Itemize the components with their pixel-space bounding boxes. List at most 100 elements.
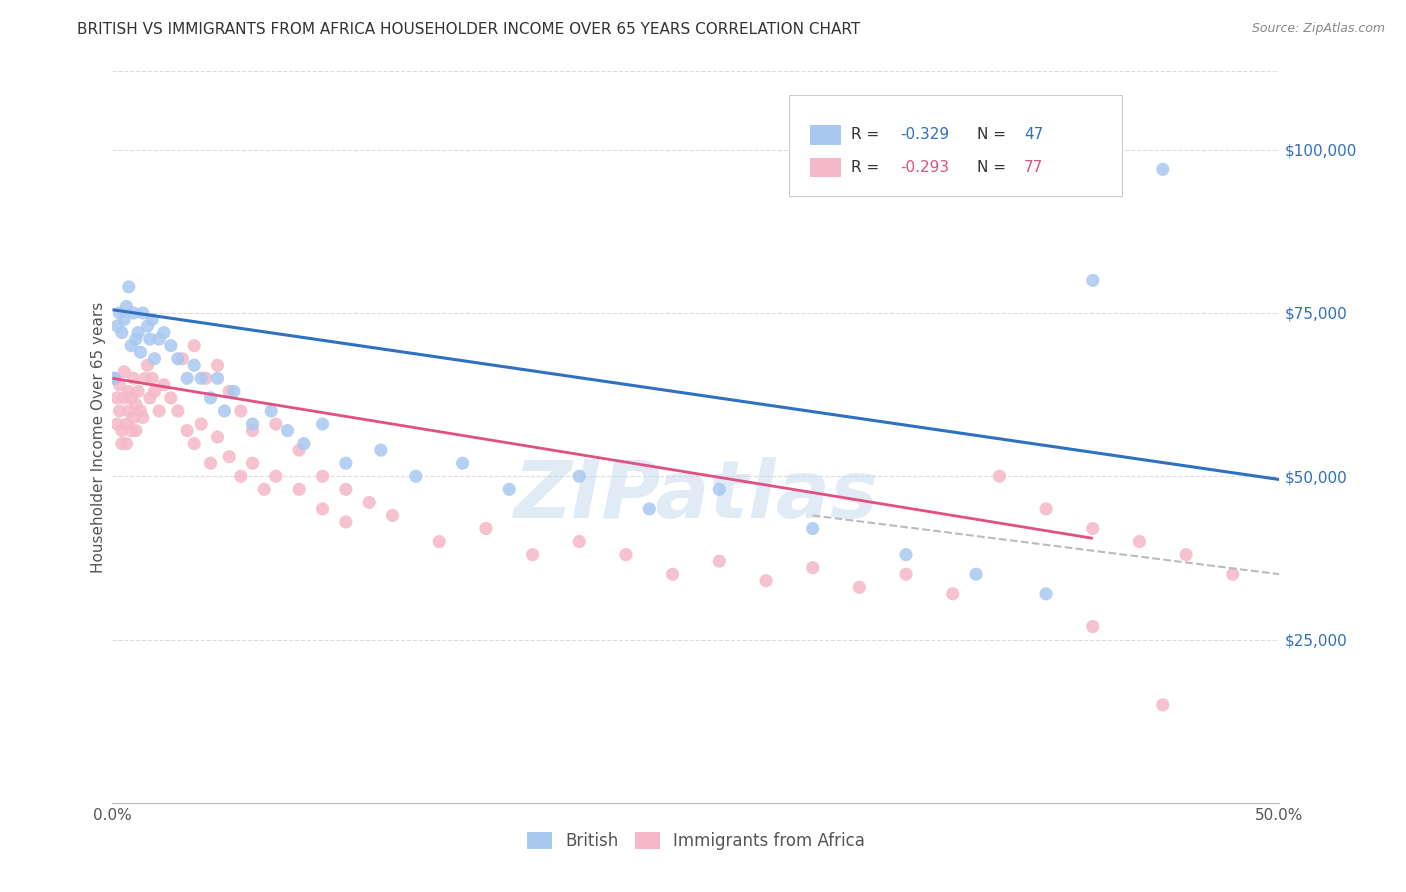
Point (1222, 567, 1244, 582)
Point (141, 371, 163, 385)
Text: N =: N = (977, 161, 1011, 176)
Point (894, 548, 917, 562)
Point (755, 574, 778, 588)
Point (111, 436, 134, 450)
Point (988, 469, 1011, 483)
Point (1035, 502, 1057, 516)
Text: Source: ZipAtlas.com: Source: ZipAtlas.com (1251, 22, 1385, 36)
Point (405, 469, 427, 483)
Point (335, 456, 357, 470)
Point (105, 391, 128, 405)
Point (172, 351, 194, 366)
Point (129, 345, 152, 359)
Point (848, 580, 870, 594)
Point (335, 515, 357, 529)
Point (1081, 521, 1104, 535)
Point (160, 391, 183, 405)
FancyBboxPatch shape (810, 159, 841, 178)
Point (111, 326, 134, 340)
Text: -0.293: -0.293 (900, 161, 949, 176)
Point (139, 332, 162, 346)
Point (801, 521, 824, 535)
Point (115, 436, 138, 450)
Point (522, 548, 544, 562)
Point (122, 371, 145, 385)
Point (965, 567, 987, 582)
Point (125, 397, 148, 411)
Text: ZIPatlas: ZIPatlas (513, 457, 879, 534)
Text: -0.329: -0.329 (900, 128, 949, 143)
Point (115, 417, 138, 431)
Point (1152, 162, 1174, 177)
Point (335, 483, 357, 497)
Point (190, 417, 212, 431)
Point (614, 548, 637, 562)
Point (127, 384, 149, 399)
Point (568, 534, 591, 549)
Point (229, 404, 252, 418)
Point (498, 483, 520, 497)
Point (104, 371, 127, 385)
Text: R =: R = (851, 161, 884, 176)
Text: 47: 47 (1024, 128, 1043, 143)
Point (242, 417, 264, 431)
Point (638, 502, 661, 516)
FancyBboxPatch shape (789, 95, 1122, 195)
Point (370, 443, 392, 458)
Point (105, 319, 128, 334)
Text: BRITISH VS IMMIGRANTS FROM AFRICA HOUSEHOLDER INCOME OVER 65 YEARS CORRELATION C: BRITISH VS IMMIGRANTS FROM AFRICA HOUSEH… (77, 22, 860, 37)
Point (942, 587, 965, 601)
Point (108, 306, 131, 320)
Point (200, 391, 222, 405)
Point (120, 424, 142, 438)
Text: R =: R = (851, 128, 884, 143)
Point (108, 404, 131, 418)
Point (118, 404, 141, 418)
Point (125, 424, 148, 438)
Point (311, 417, 333, 431)
Point (115, 300, 138, 314)
Point (118, 280, 141, 294)
Point (148, 404, 170, 418)
Point (132, 306, 155, 320)
Point (661, 567, 683, 582)
Point (311, 502, 333, 516)
Point (120, 391, 142, 405)
Point (218, 450, 240, 464)
Point (288, 443, 311, 458)
Point (288, 483, 311, 497)
Point (183, 358, 205, 372)
Point (200, 456, 222, 470)
Point (311, 469, 333, 483)
Point (253, 483, 276, 497)
Point (229, 469, 252, 483)
Point (709, 483, 731, 497)
Point (112, 365, 135, 379)
Point (207, 430, 229, 444)
Point (108, 377, 131, 392)
Point (176, 371, 198, 385)
Point (242, 456, 264, 470)
Point (451, 456, 474, 470)
Point (292, 436, 315, 450)
Point (136, 319, 159, 334)
Point (134, 371, 156, 385)
Point (122, 306, 145, 320)
Point (141, 312, 163, 326)
FancyBboxPatch shape (810, 126, 841, 145)
Point (222, 384, 245, 399)
Point (118, 384, 141, 399)
Point (166, 404, 188, 418)
Point (1081, 273, 1104, 287)
Point (1152, 698, 1174, 712)
Point (120, 338, 142, 352)
Point (381, 508, 404, 523)
Point (112, 391, 135, 405)
Point (894, 567, 917, 582)
Point (568, 469, 591, 483)
Point (183, 436, 205, 450)
Point (214, 404, 236, 418)
Point (1128, 534, 1150, 549)
Point (260, 404, 283, 418)
Y-axis label: Householder Income Over 65 years: Householder Income Over 65 years (90, 301, 105, 573)
